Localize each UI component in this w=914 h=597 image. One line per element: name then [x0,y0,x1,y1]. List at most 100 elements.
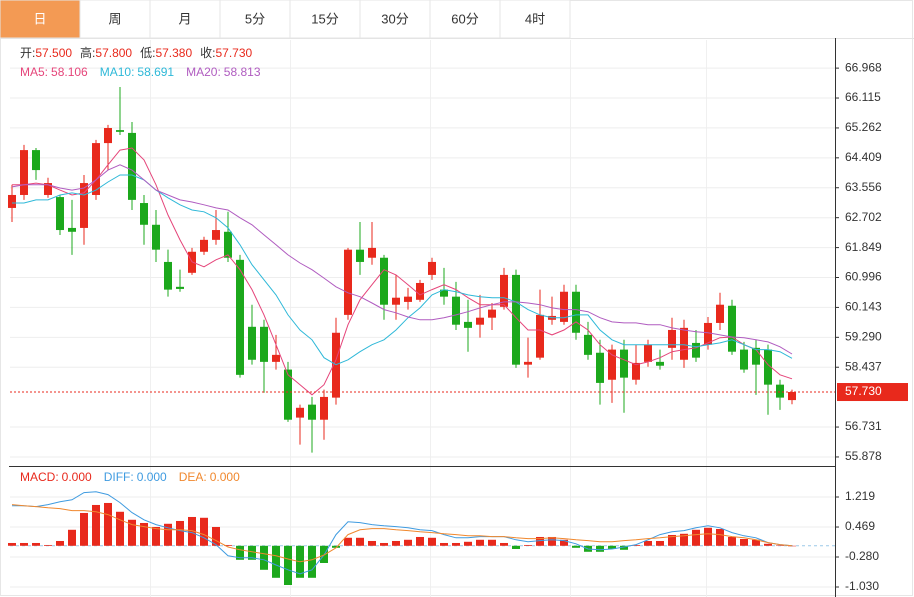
tab[interactable]: 30分 [359,0,431,39]
candle-body [584,334,592,355]
y-tick-label: 62.702 [845,210,882,224]
macd-bar [404,539,412,546]
tab[interactable]: 周 [79,0,151,39]
tab[interactable]: 15分 [289,0,361,39]
macd-bar [512,545,520,549]
macd-bar [572,545,580,548]
tab-bg [0,0,81,39]
macd-bar [236,545,244,560]
candle-body [536,314,544,358]
tab[interactable]: 月 [149,0,221,39]
candle-body [440,289,448,297]
candle-body [368,247,376,258]
ohlc-label: 开: [20,46,35,60]
macd-bar [728,536,736,546]
candle-body [128,132,136,200]
y-tick-label: 66.115 [845,90,881,104]
y-tick-label: 63.556 [845,180,882,194]
ohlc-value: 57.500 [35,46,72,60]
macd-bar [224,544,232,546]
tab-label: 月 [178,11,191,26]
legend: MA5: 58.106 MA10: 58.691 MA20: 58.813 [20,65,261,79]
candle-body [344,249,352,315]
macd-bar [548,536,556,546]
macd-bar [428,537,436,546]
candle-body [164,261,172,290]
tab[interactable]: 4时 [499,0,571,39]
y-tick-label: 60.143 [845,300,882,314]
macd-bar [632,544,640,546]
last-price-label: 57.730 [845,384,882,398]
tab-bg [359,0,431,39]
candle-body [764,349,772,385]
tab-bg [219,0,291,39]
ohlc-label: 低: [140,46,155,60]
macd-bar [488,539,496,546]
macd-bar [32,542,40,546]
tab[interactable]: 60分 [429,0,501,39]
macd-bar [116,511,124,546]
candle-body [8,194,16,208]
y-tick-label: 64.409 [845,150,882,164]
candle-body [224,231,232,258]
macd-bar [752,539,760,546]
tab[interactable]: 5分 [219,0,291,39]
y-tick-label: 55.878 [845,449,882,463]
macd-bar [20,542,28,546]
last-price-tag [837,383,908,402]
candle-body [68,227,76,232]
macd-bar [704,527,712,546]
legend-value: 0.000 [137,470,167,484]
candle-body [608,349,616,380]
macd-bar [620,545,628,550]
line-series [11,164,793,355]
candle-body [416,282,424,300]
candle-body [620,349,628,378]
macd-bar [212,526,220,546]
macd-bar [392,540,400,546]
ohlc-value: 57.800 [95,46,132,60]
macd-bar [308,545,316,578]
macd-bar [716,528,724,546]
candle-body [428,261,436,275]
y-tick-label: 1.219 [845,489,875,503]
candle-body [776,384,784,398]
candle-body [284,369,292,420]
candle-body [392,297,400,305]
candle-body [272,354,280,362]
candle-body [32,150,40,171]
macd-bar [740,538,748,546]
macd-bar [164,523,172,546]
macd-bar [656,540,664,546]
macd-bar [56,540,64,546]
ohlc-value: 57.380 [155,46,192,60]
macd-bar [680,533,688,546]
tab-label: 5分 [245,11,265,26]
candle-body [236,259,244,375]
macd-bar [788,545,796,547]
y-tick-label: 0.469 [845,519,875,533]
tab-label: 4时 [525,11,545,26]
ohlc-label: 高: [80,45,95,60]
tab[interactable]: 日 [0,0,81,39]
y-tick-label: 65.262 [845,120,882,134]
tab-bg [429,0,501,39]
macd-bar [344,537,352,546]
candle-body [668,329,676,348]
candle-body [680,327,688,360]
candle-body [212,230,220,240]
candle-body [740,349,748,370]
candle-body [44,183,52,195]
ohlc-header: 开:57.500 高:57.800 低:57.380 收:57.730 [20,45,253,60]
legend: MACD: 0.000 DIFF: 0.000 DEA: 0.000 [20,470,240,484]
candle-body [200,239,208,252]
ohlc-label: 收: [200,46,215,60]
macd-bar [452,542,460,546]
macd-bar [644,540,652,546]
y-tick-label: 59.290 [845,329,882,343]
macd-bar [140,522,148,546]
candle-body [152,224,160,250]
vertical-grid [150,40,707,597]
tab-label: 日 [33,11,46,26]
line-series [12,147,793,396]
